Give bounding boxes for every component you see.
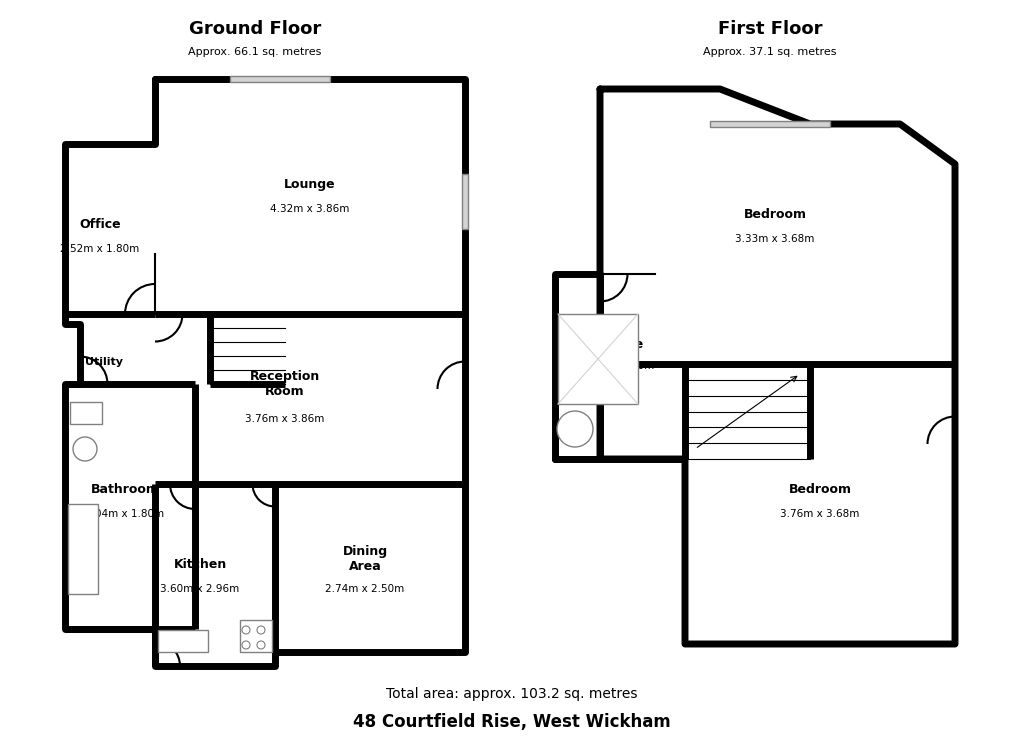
Text: Total area: approx. 103.2 sq. metres: Total area: approx. 103.2 sq. metres — [386, 687, 638, 701]
Text: Bedroom: Bedroom — [788, 483, 852, 496]
Text: Bedroom: Bedroom — [743, 208, 807, 220]
Circle shape — [242, 641, 250, 649]
Circle shape — [257, 641, 265, 649]
Bar — [158, 630, 208, 652]
Text: First Floor: First Floor — [718, 20, 822, 38]
Circle shape — [242, 626, 250, 634]
Text: 2.87m x 2.10m: 2.87m x 2.10m — [575, 361, 654, 371]
Text: Utility: Utility — [85, 357, 123, 367]
Text: En-suite: En-suite — [587, 338, 644, 350]
Text: 3.33m x 3.68m: 3.33m x 3.68m — [735, 234, 815, 244]
Bar — [240, 620, 272, 652]
Bar — [558, 314, 638, 404]
Text: 3.76m x 3.86m: 3.76m x 3.86m — [246, 414, 325, 424]
Circle shape — [557, 411, 593, 447]
Text: 2.74m x 2.50m: 2.74m x 2.50m — [326, 584, 404, 594]
Text: Reception
Room: Reception Room — [250, 370, 321, 398]
Bar — [710, 121, 830, 127]
Text: Ground Floor: Ground Floor — [188, 20, 322, 38]
Text: 2.52m x 1.80m: 2.52m x 1.80m — [60, 244, 139, 254]
Text: 3.76m x 3.68m: 3.76m x 3.68m — [780, 509, 860, 519]
Text: Office: Office — [79, 217, 121, 231]
Bar — [70, 402, 102, 424]
Bar — [68, 504, 98, 594]
Bar — [230, 76, 330, 82]
Text: Approx. 66.1 sq. metres: Approx. 66.1 sq. metres — [188, 47, 322, 57]
Text: Dining
Area: Dining Area — [342, 545, 387, 573]
Bar — [462, 174, 468, 229]
Text: Kitchen: Kitchen — [173, 557, 226, 571]
Circle shape — [257, 626, 265, 634]
Text: Approx. 37.1 sq. metres: Approx. 37.1 sq. metres — [703, 47, 837, 57]
Text: 4.32m x 3.86m: 4.32m x 3.86m — [270, 204, 349, 214]
Text: 3.60m x 2.96m: 3.60m x 2.96m — [161, 584, 240, 594]
Text: 48 Courtfield Rise, West Wickham: 48 Courtfield Rise, West Wickham — [353, 713, 671, 731]
Text: 2.04m x 1.80m: 2.04m x 1.80m — [85, 509, 165, 519]
Text: Bathroom: Bathroom — [90, 483, 160, 496]
Text: Lounge: Lounge — [285, 178, 336, 190]
Circle shape — [73, 437, 97, 461]
